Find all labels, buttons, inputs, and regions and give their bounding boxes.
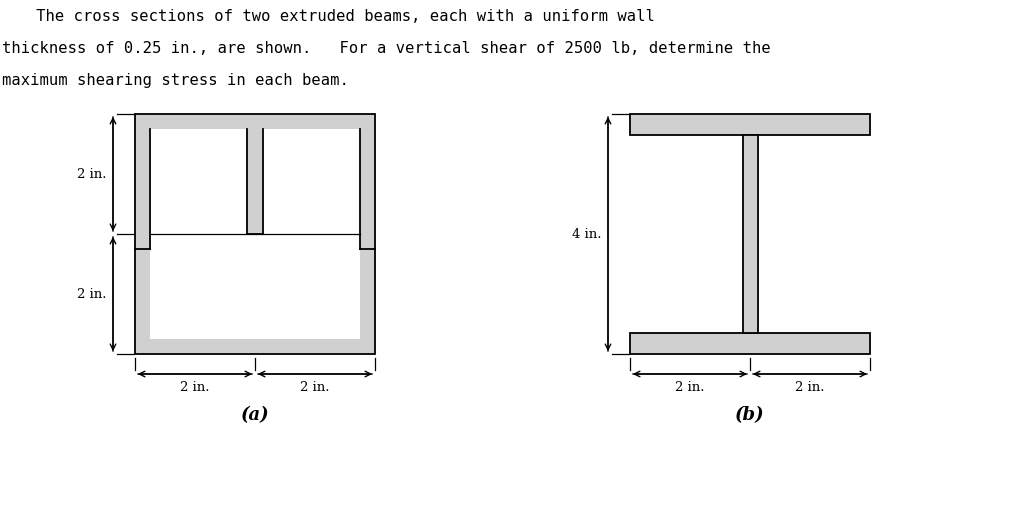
Text: 2 in.: 2 in. <box>796 381 824 394</box>
Bar <box>150 234 360 339</box>
Text: maximum shearing stress in each beam.: maximum shearing stress in each beam. <box>2 73 349 88</box>
Bar <box>135 114 375 354</box>
Text: (b): (b) <box>735 406 765 424</box>
Text: (a): (a) <box>241 406 269 424</box>
Text: 4 in.: 4 in. <box>572 227 602 240</box>
Text: thickness of 0.25 in., are shown.   For a vertical shear of 2500 lb, determine t: thickness of 0.25 in., are shown. For a … <box>2 41 771 56</box>
Text: 2 in.: 2 in. <box>78 168 106 181</box>
Text: The cross sections of two extruded beams, each with a uniform wall: The cross sections of two extruded beams… <box>8 9 655 24</box>
Bar <box>630 333 870 354</box>
Text: 2 in.: 2 in. <box>675 381 705 394</box>
Text: 2 in.: 2 in. <box>180 381 210 394</box>
Bar <box>742 135 758 333</box>
Text: 2 in.: 2 in. <box>78 288 106 301</box>
Text: 2 in.: 2 in. <box>300 381 330 394</box>
Bar <box>630 114 870 135</box>
Bar <box>262 129 360 234</box>
Bar <box>135 114 375 354</box>
Bar <box>150 129 248 234</box>
